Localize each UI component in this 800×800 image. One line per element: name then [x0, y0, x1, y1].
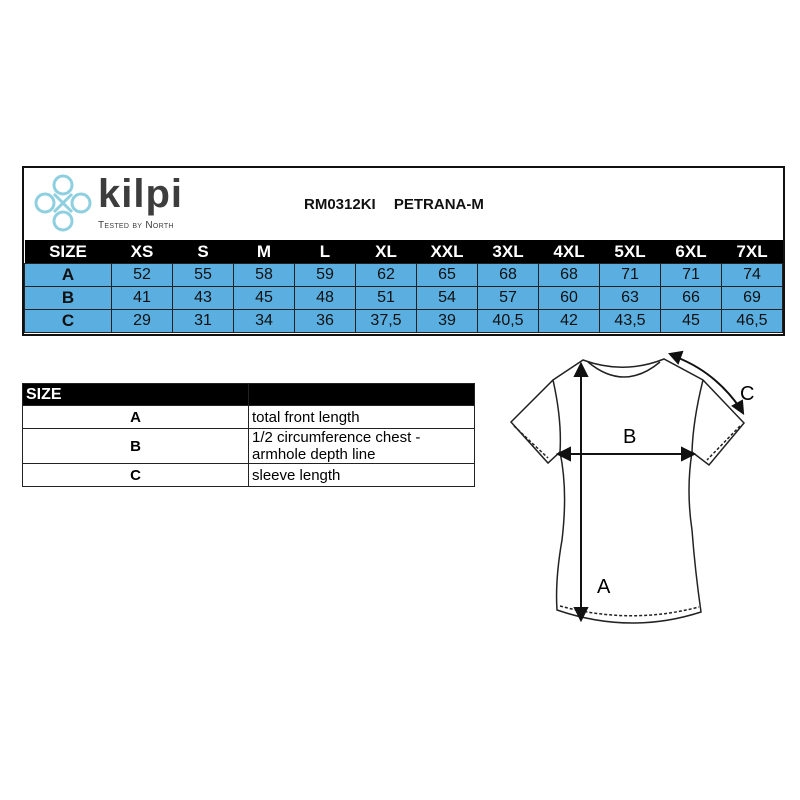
value-cell: 55	[172, 263, 234, 287]
label-c: C	[740, 383, 754, 405]
value-cell: 57	[477, 286, 539, 310]
value-cell: 43,5	[599, 309, 661, 333]
header-cell: 3XL	[477, 240, 539, 264]
legend-header-row: SIZE	[22, 383, 475, 406]
value-cell: 43	[172, 286, 234, 310]
header-cell: 7XL	[721, 240, 783, 264]
table-row: B 41 43 45 48 51 54 57 60 63 66 69	[24, 286, 783, 310]
size-header-row: SIZE XS S M L XL XXL 3XL 4XL 5XL 6XL 7XL	[24, 240, 783, 264]
header-cell: XS	[111, 240, 173, 264]
value-cell: 54	[416, 286, 478, 310]
value-cell: 63	[599, 286, 661, 310]
arrow-c	[675, 356, 741, 409]
header-cell: 5XL	[599, 240, 661, 264]
label-b: B	[623, 426, 636, 448]
size-table: SIZE XS S M L XL XXL 3XL 4XL 5XL 6XL 7XL A 52 55 58 59 62…	[24, 240, 783, 333]
value-cell: 66	[660, 286, 722, 310]
row-description: 1/2 circumference chest - armhole depth …	[248, 428, 475, 464]
row-label: B	[22, 428, 249, 464]
value-cell: 46,5	[721, 309, 783, 333]
header-cell: SIZE	[24, 240, 112, 264]
shirt-outline	[509, 358, 746, 624]
value-cell: 71	[599, 263, 661, 287]
header-cell: M	[233, 240, 295, 264]
value-cell: 62	[355, 263, 417, 287]
value-cell: 58	[233, 263, 295, 287]
chart-header: kilpi Tested by North RM0312KI PETRANA-M	[24, 168, 783, 240]
value-cell: 45	[660, 309, 722, 333]
table-row: A 52 55 58 59 62 65 68 68 71 71 74	[24, 263, 783, 287]
value-cell: 40,5	[477, 309, 539, 333]
size-chart: kilpi Tested by North RM0312KI PETRANA-M…	[22, 166, 785, 336]
label-a: A	[597, 576, 611, 598]
value-cell: 74	[721, 263, 783, 287]
value-cell: 41	[111, 286, 173, 310]
header-cell: SIZE	[22, 383, 249, 406]
value-cell: 60	[538, 286, 600, 310]
table-row: C 29 31 34 36 37,5 39 40,5 42 43,5 45 46,5	[24, 309, 783, 333]
header-cell: 4XL	[538, 240, 600, 264]
row-label: C	[24, 309, 112, 333]
value-cell: 34	[233, 309, 295, 333]
value-cell: 42	[538, 309, 600, 333]
value-cell: 37,5	[355, 309, 417, 333]
value-cell: 69	[721, 286, 783, 310]
value-cell: 36	[294, 309, 356, 333]
header-cell: XXL	[416, 240, 478, 264]
row-description: sleeve length	[248, 463, 475, 487]
row-label: A	[22, 405, 249, 429]
header-cell: S	[172, 240, 234, 264]
value-cell: 31	[172, 309, 234, 333]
product-code: RM0312KI	[304, 196, 376, 213]
header-cell: L	[294, 240, 356, 264]
header-cell: 6XL	[660, 240, 722, 264]
product-title: RM0312KI PETRANA-M	[304, 196, 484, 213]
value-cell: 39	[416, 309, 478, 333]
value-cell: 65	[416, 263, 478, 287]
value-cell: 48	[294, 286, 356, 310]
brand-tagline: Tested by North	[98, 220, 174, 231]
row-description: total front length	[248, 405, 475, 429]
value-cell: 68	[477, 263, 539, 287]
brand-name: kilpi	[98, 172, 184, 216]
header-empty	[248, 383, 475, 406]
value-cell: 29	[111, 309, 173, 333]
value-cell: 45	[233, 286, 295, 310]
knot-logo-icon	[34, 174, 92, 232]
row-label: C	[22, 463, 249, 487]
row-label: B	[24, 286, 112, 310]
row-label: A	[24, 263, 112, 287]
value-cell: 52	[111, 263, 173, 287]
value-cell: 68	[538, 263, 600, 287]
tshirt-diagram: B A C	[509, 350, 754, 624]
value-cell: 71	[660, 263, 722, 287]
header-cell: XL	[355, 240, 417, 264]
value-cell: 59	[294, 263, 356, 287]
product-name: PETRANA-M	[393, 196, 484, 213]
value-cell: 51	[355, 286, 417, 310]
table-row: B 1/2 circumference chest - armhole depth…	[22, 428, 475, 464]
